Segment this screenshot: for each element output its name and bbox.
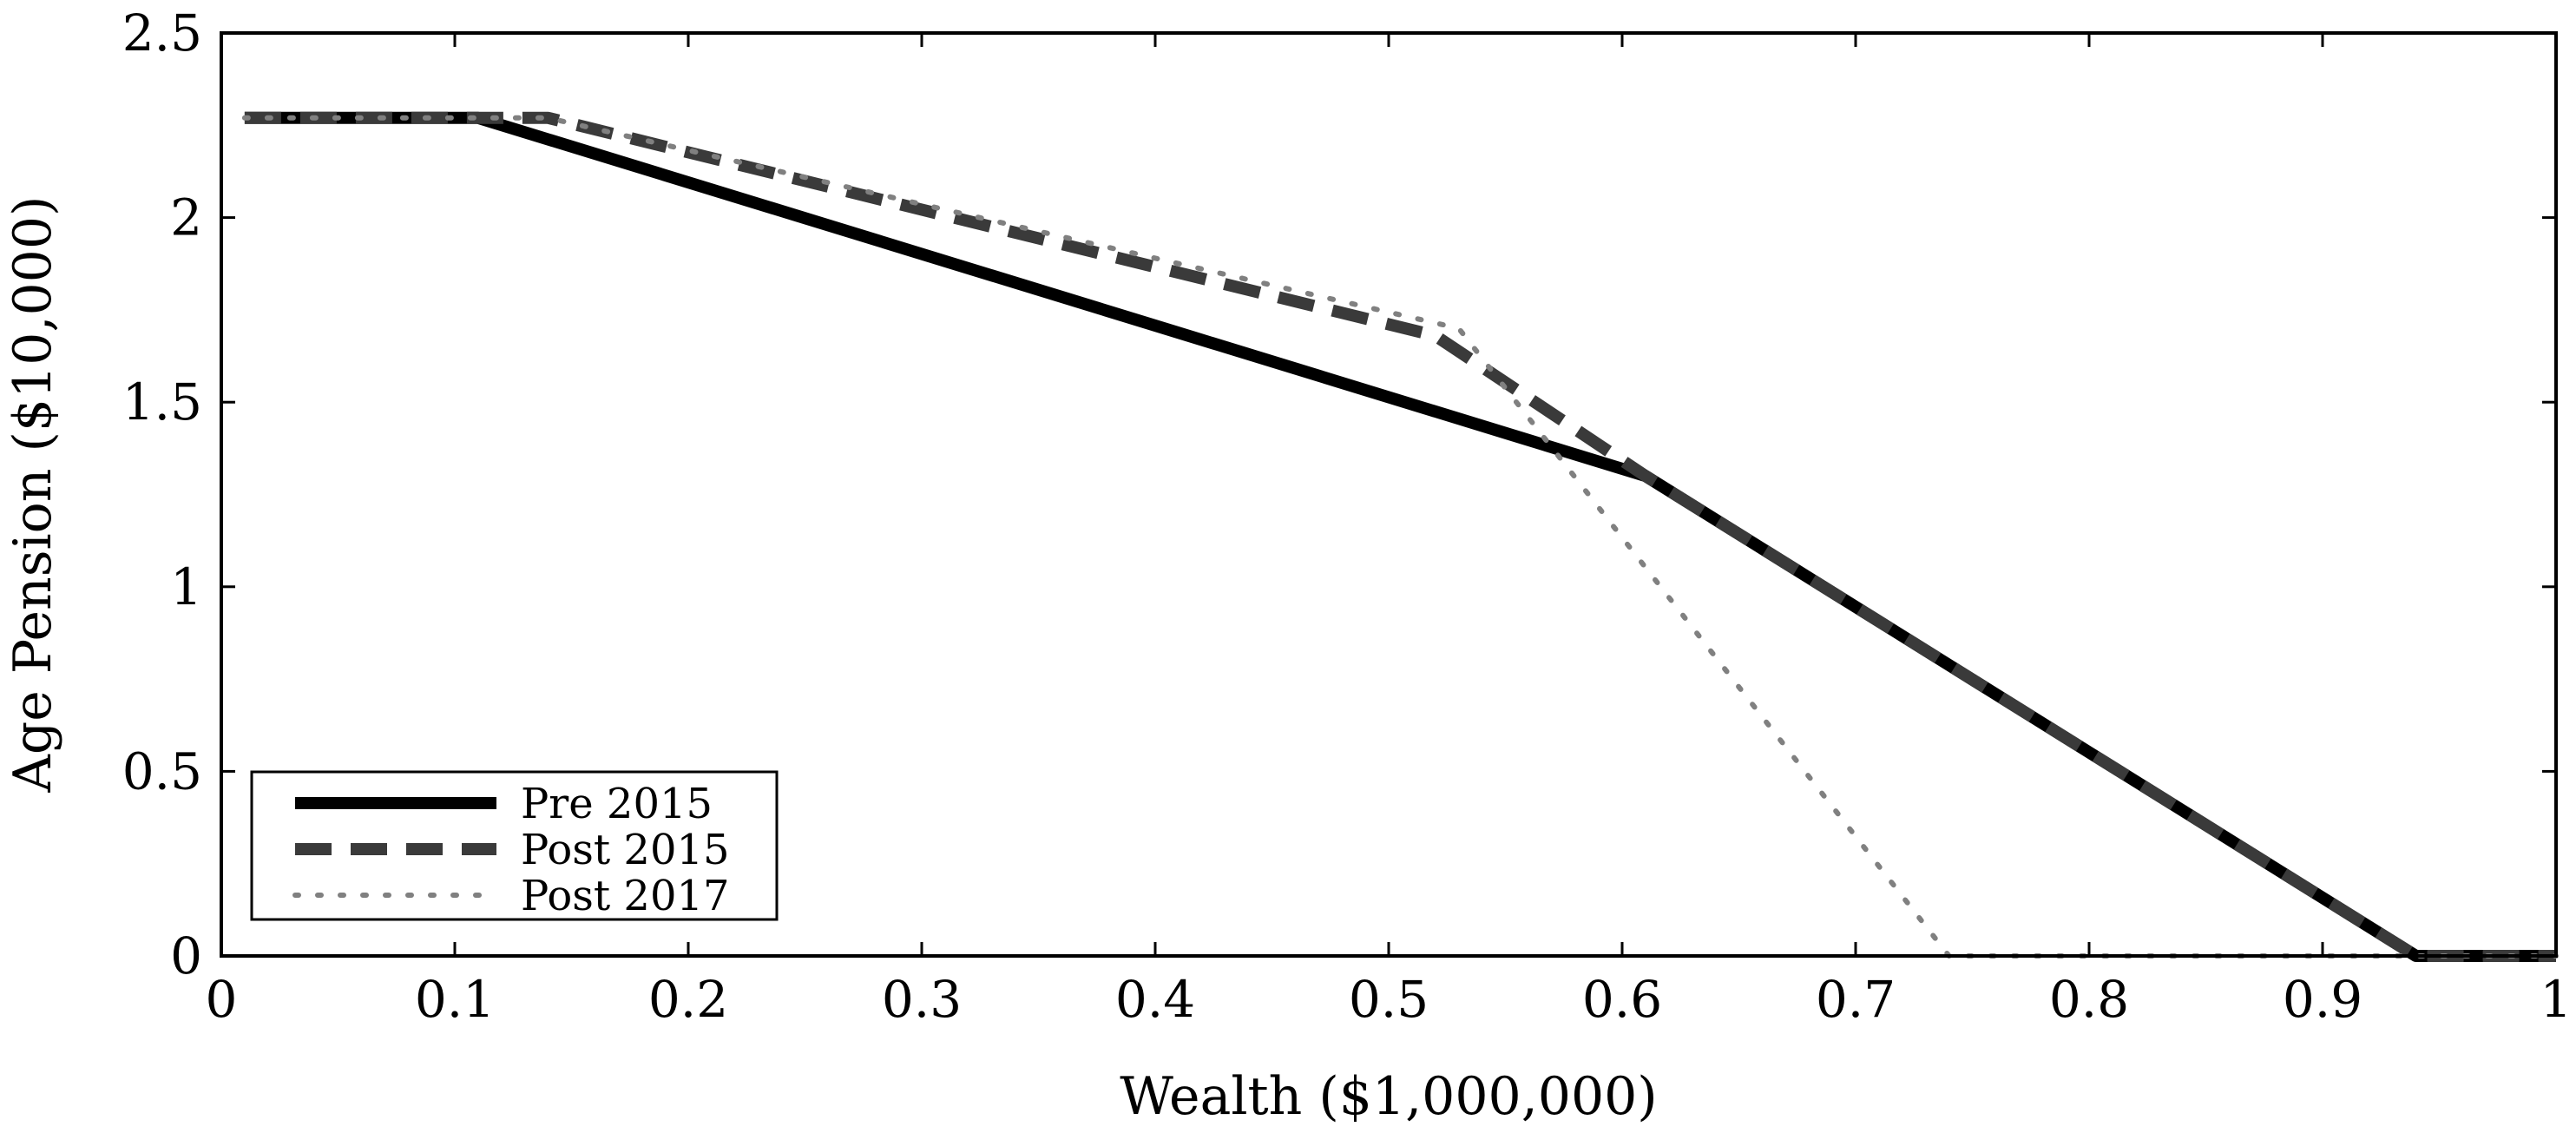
y-axis-label: Age Pension ($10,000) [3, 196, 63, 794]
x-tick-label: 1 [2540, 970, 2573, 1029]
x-tick-label: 0.5 [1349, 970, 1429, 1029]
y-tick-label: 2.5 [122, 3, 202, 63]
axis-ticks: 0 0.1 0.2 0.3 0.4 0.5 0.6 0.7 0.8 0.9 1 0 0.5 1 1.5 2 2.… [122, 3, 2573, 1029]
x-tick-label: 0.2 [648, 970, 728, 1029]
y-tick-label: 0.5 [122, 741, 202, 801]
legend-label-pre-2015: Pre 2015 [521, 780, 713, 828]
x-tick-label: 0.3 [882, 970, 962, 1029]
x-tick-label: 0.4 [1115, 970, 1195, 1029]
legend: Pre 2015 Post 2015 Post 2017 [250, 770, 779, 921]
x-tick-label: 0.6 [1582, 970, 1662, 1029]
y-tick-label: 1.5 [122, 372, 202, 432]
y-tick-label: 2 [170, 188, 202, 247]
x-tick-label: 0.1 [415, 970, 495, 1029]
x-tick-label: 0.7 [1816, 970, 1896, 1029]
legend-label-post-2017: Post 2017 [521, 872, 730, 920]
x-tick-label: 0.9 [2283, 970, 2362, 1029]
x-tick-label: 0 [206, 970, 238, 1029]
x-tick-label: 0.8 [2049, 970, 2129, 1029]
y-tick-label: 0 [170, 926, 202, 985]
x-axis-label: Wealth ($1,000,000) [1120, 1066, 1657, 1127]
legend-label-post-2015: Post 2015 [521, 826, 730, 874]
y-tick-label: 1 [170, 557, 202, 616]
